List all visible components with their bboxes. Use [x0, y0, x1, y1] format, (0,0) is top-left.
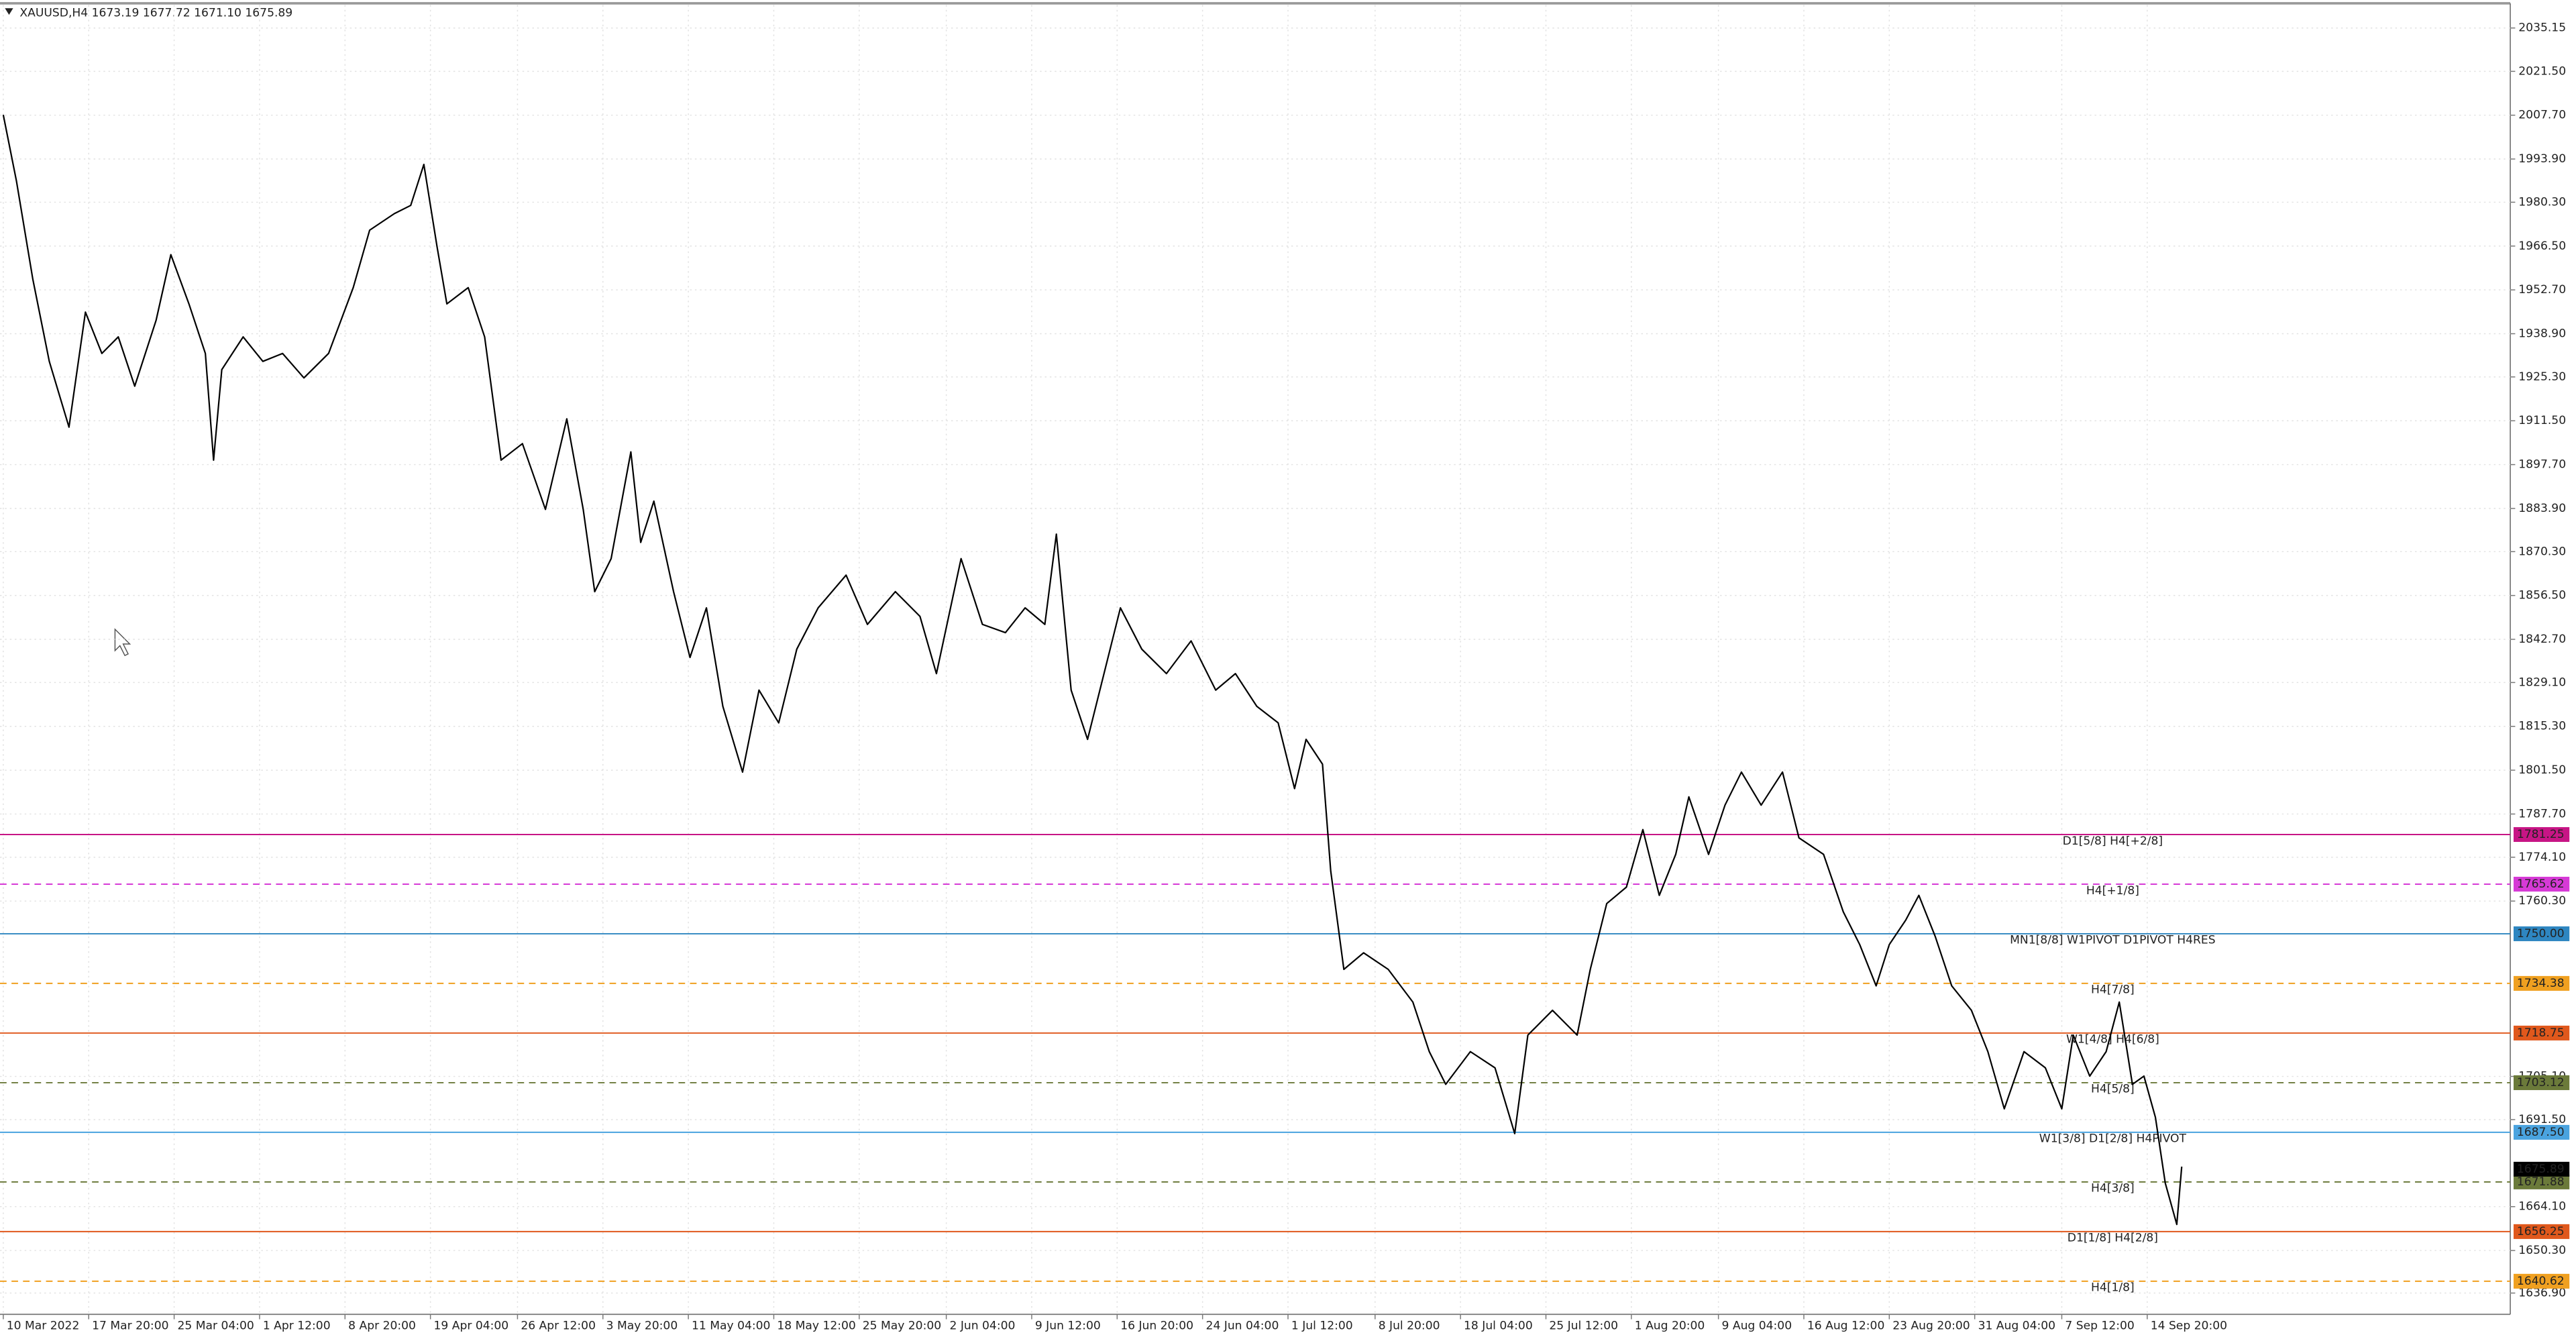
x-tick-label: 26 Apr 12:00	[521, 1319, 596, 1332]
y-tick-label: 1993.90	[2518, 152, 2566, 166]
price-tag-label: 1765.62	[2517, 877, 2565, 891]
price-tag	[2513, 1124, 2570, 1140]
x-tick-label: 31 Aug 04:00	[1978, 1319, 2055, 1332]
x-tick-label: 8 Apr 20:00	[348, 1319, 416, 1332]
price-tag	[2513, 826, 2570, 842]
x-tick-label: 1 Aug 20:00	[1635, 1319, 1705, 1332]
price-tag-label: 1718.75	[2517, 1026, 2565, 1040]
x-tick-label: 19 Apr 04:00	[434, 1319, 509, 1332]
last-price-label: 1675.89	[2517, 1163, 2565, 1176]
y-tick-label: 1842.70	[2518, 633, 2566, 646]
x-tick-label: 17 Mar 20:00	[92, 1319, 168, 1332]
y-tick-label: 1650.30	[2518, 1244, 2566, 1257]
level-label: H4[+1/8]	[2086, 884, 2139, 898]
y-tick-label: 1966.50	[2518, 239, 2566, 253]
level-label: MN1[8/8] W1PIVOT D1PIVOT H4RES	[2010, 934, 2215, 947]
x-tick-label: 16 Aug 12:00	[1807, 1319, 1884, 1332]
grid	[0, 5, 2511, 1315]
y-tick-label: 2035.15	[2518, 21, 2566, 35]
y-tick-label: 1636.90	[2518, 1286, 2566, 1299]
price-tag-label: 1656.25	[2517, 1225, 2565, 1238]
price-series	[2, 115, 2183, 1226]
price-tag	[2513, 876, 2570, 892]
level-label: D1[1/8] H4[2/8]	[2068, 1232, 2158, 1245]
price-tag	[2513, 975, 2570, 991]
x-tick-label: 10 Mar 2022	[7, 1319, 80, 1332]
y-tick-label: 2007.70	[2518, 109, 2566, 122]
price-tag-label: 1781.25	[2517, 828, 2565, 841]
y-tick-label: 1856.50	[2518, 589, 2566, 602]
price-tag	[2513, 1273, 2570, 1289]
x-tick-label: 18 May 12:00	[777, 1319, 855, 1332]
y-tick-label: 1829.10	[2518, 676, 2566, 689]
x-tick-label: 3 May 20:00	[606, 1319, 678, 1332]
y-tick-label: 1911.50	[2518, 414, 2566, 427]
chart-header: XAUUSD,H4 1673.19 1677.72 1671.10 1675.8…	[19, 7, 292, 20]
axes: 2035.15 2021.50 2007.70 1993.90 1980.30 1966.…	[3, 21, 2570, 1332]
x-tick-label: 18 Jul 04:00	[1464, 1319, 1533, 1332]
price-tag-label: 1687.50	[2517, 1126, 2565, 1139]
x-tick-label: 23 Aug 20:00	[1892, 1319, 1970, 1332]
price-tag-label: 1640.62	[2517, 1275, 2565, 1288]
price-tag-label: 1671.88	[2517, 1175, 2565, 1189]
y-tick-label: 1815.30	[2518, 720, 2566, 733]
level-label: W1[4/8] H4[6/8]	[2066, 1033, 2159, 1047]
x-tick-label: 25 Mar 04:00	[177, 1319, 254, 1332]
x-tick-label: 1 Apr 12:00	[263, 1319, 331, 1332]
y-tick-label: 1774.10	[2518, 851, 2566, 864]
x-tick-label: 24 Jun 04:00	[1206, 1319, 1279, 1332]
y-tick-label: 2021.50	[2518, 64, 2566, 78]
level-label: H4[7/8]	[2091, 983, 2135, 997]
y-tick-label: 1925.30	[2518, 370, 2566, 384]
last-price-tag	[2513, 1161, 2570, 1177]
x-tick-label: 16 Jun 20:00	[1120, 1319, 1193, 1332]
level-label: H4[3/8]	[2091, 1182, 2135, 1195]
y-tick-label: 1664.10	[2518, 1200, 2566, 1214]
x-tick-label: 7 Sep 12:00	[2065, 1319, 2134, 1332]
price-tag-label: 1734.38	[2517, 977, 2565, 990]
price-tag	[2513, 926, 2570, 941]
y-tick-label: 1897.70	[2518, 458, 2566, 472]
y-tick-label: 1870.30	[2518, 545, 2566, 558]
mouse-cursor	[114, 628, 131, 657]
level-label: H4[1/8]	[2091, 1281, 2135, 1295]
x-tick-label: 14 Sep 20:00	[2151, 1319, 2227, 1332]
price-tag	[2513, 1224, 2570, 1239]
y-tick-label: 1760.30	[2518, 894, 2566, 908]
x-tick-label: 25 Jul 12:00	[1549, 1319, 1618, 1332]
level-label: D1[5/8] H4[+2/8]	[2063, 835, 2163, 848]
x-tick-label: 2 Jun 04:00	[950, 1319, 1016, 1332]
y-tick-label: 1691.50	[2518, 1113, 2566, 1126]
price-tag-label: 1703.12	[2517, 1076, 2565, 1089]
levels: D1[5/8] H4[+2/8] H4[+1/8] MN1[8/8] W1PIVOT…	[0, 833, 2511, 1295]
price-line	[2, 115, 2183, 1226]
level-label: H4[5/8]	[2091, 1083, 2135, 1096]
menu-arrow[interactable]	[5, 8, 13, 15]
x-tick-label: 9 Jun 12:00	[1035, 1319, 1101, 1332]
x-tick-label: 9 Aug 04:00	[1722, 1319, 1792, 1332]
level-label: W1[3/8] D1[2/8] H4PIVOT	[2039, 1132, 2187, 1146]
price-tag	[2513, 1075, 2570, 1090]
x-tick-label: 11 May 04:00	[692, 1319, 770, 1332]
y-tick-label: 1952.70	[2518, 283, 2566, 297]
y-tick-label: 1938.90	[2518, 327, 2566, 340]
x-tick-label: 25 May 20:00	[863, 1319, 941, 1332]
y-tick-label: 1883.90	[2518, 502, 2566, 515]
x-tick-label: 1 Jul 12:00	[1291, 1319, 1353, 1332]
price-tag-label: 1750.00	[2517, 927, 2565, 941]
x-tick-label: 8 Jul 20:00	[1379, 1319, 1440, 1332]
price-tag	[2513, 1025, 2570, 1040]
y-tick-label: 1787.70	[2518, 807, 2566, 820]
y-tick-label: 1801.50	[2518, 763, 2566, 777]
y-tick-label: 1980.30	[2518, 195, 2566, 209]
price-tag	[2513, 1174, 2570, 1189]
